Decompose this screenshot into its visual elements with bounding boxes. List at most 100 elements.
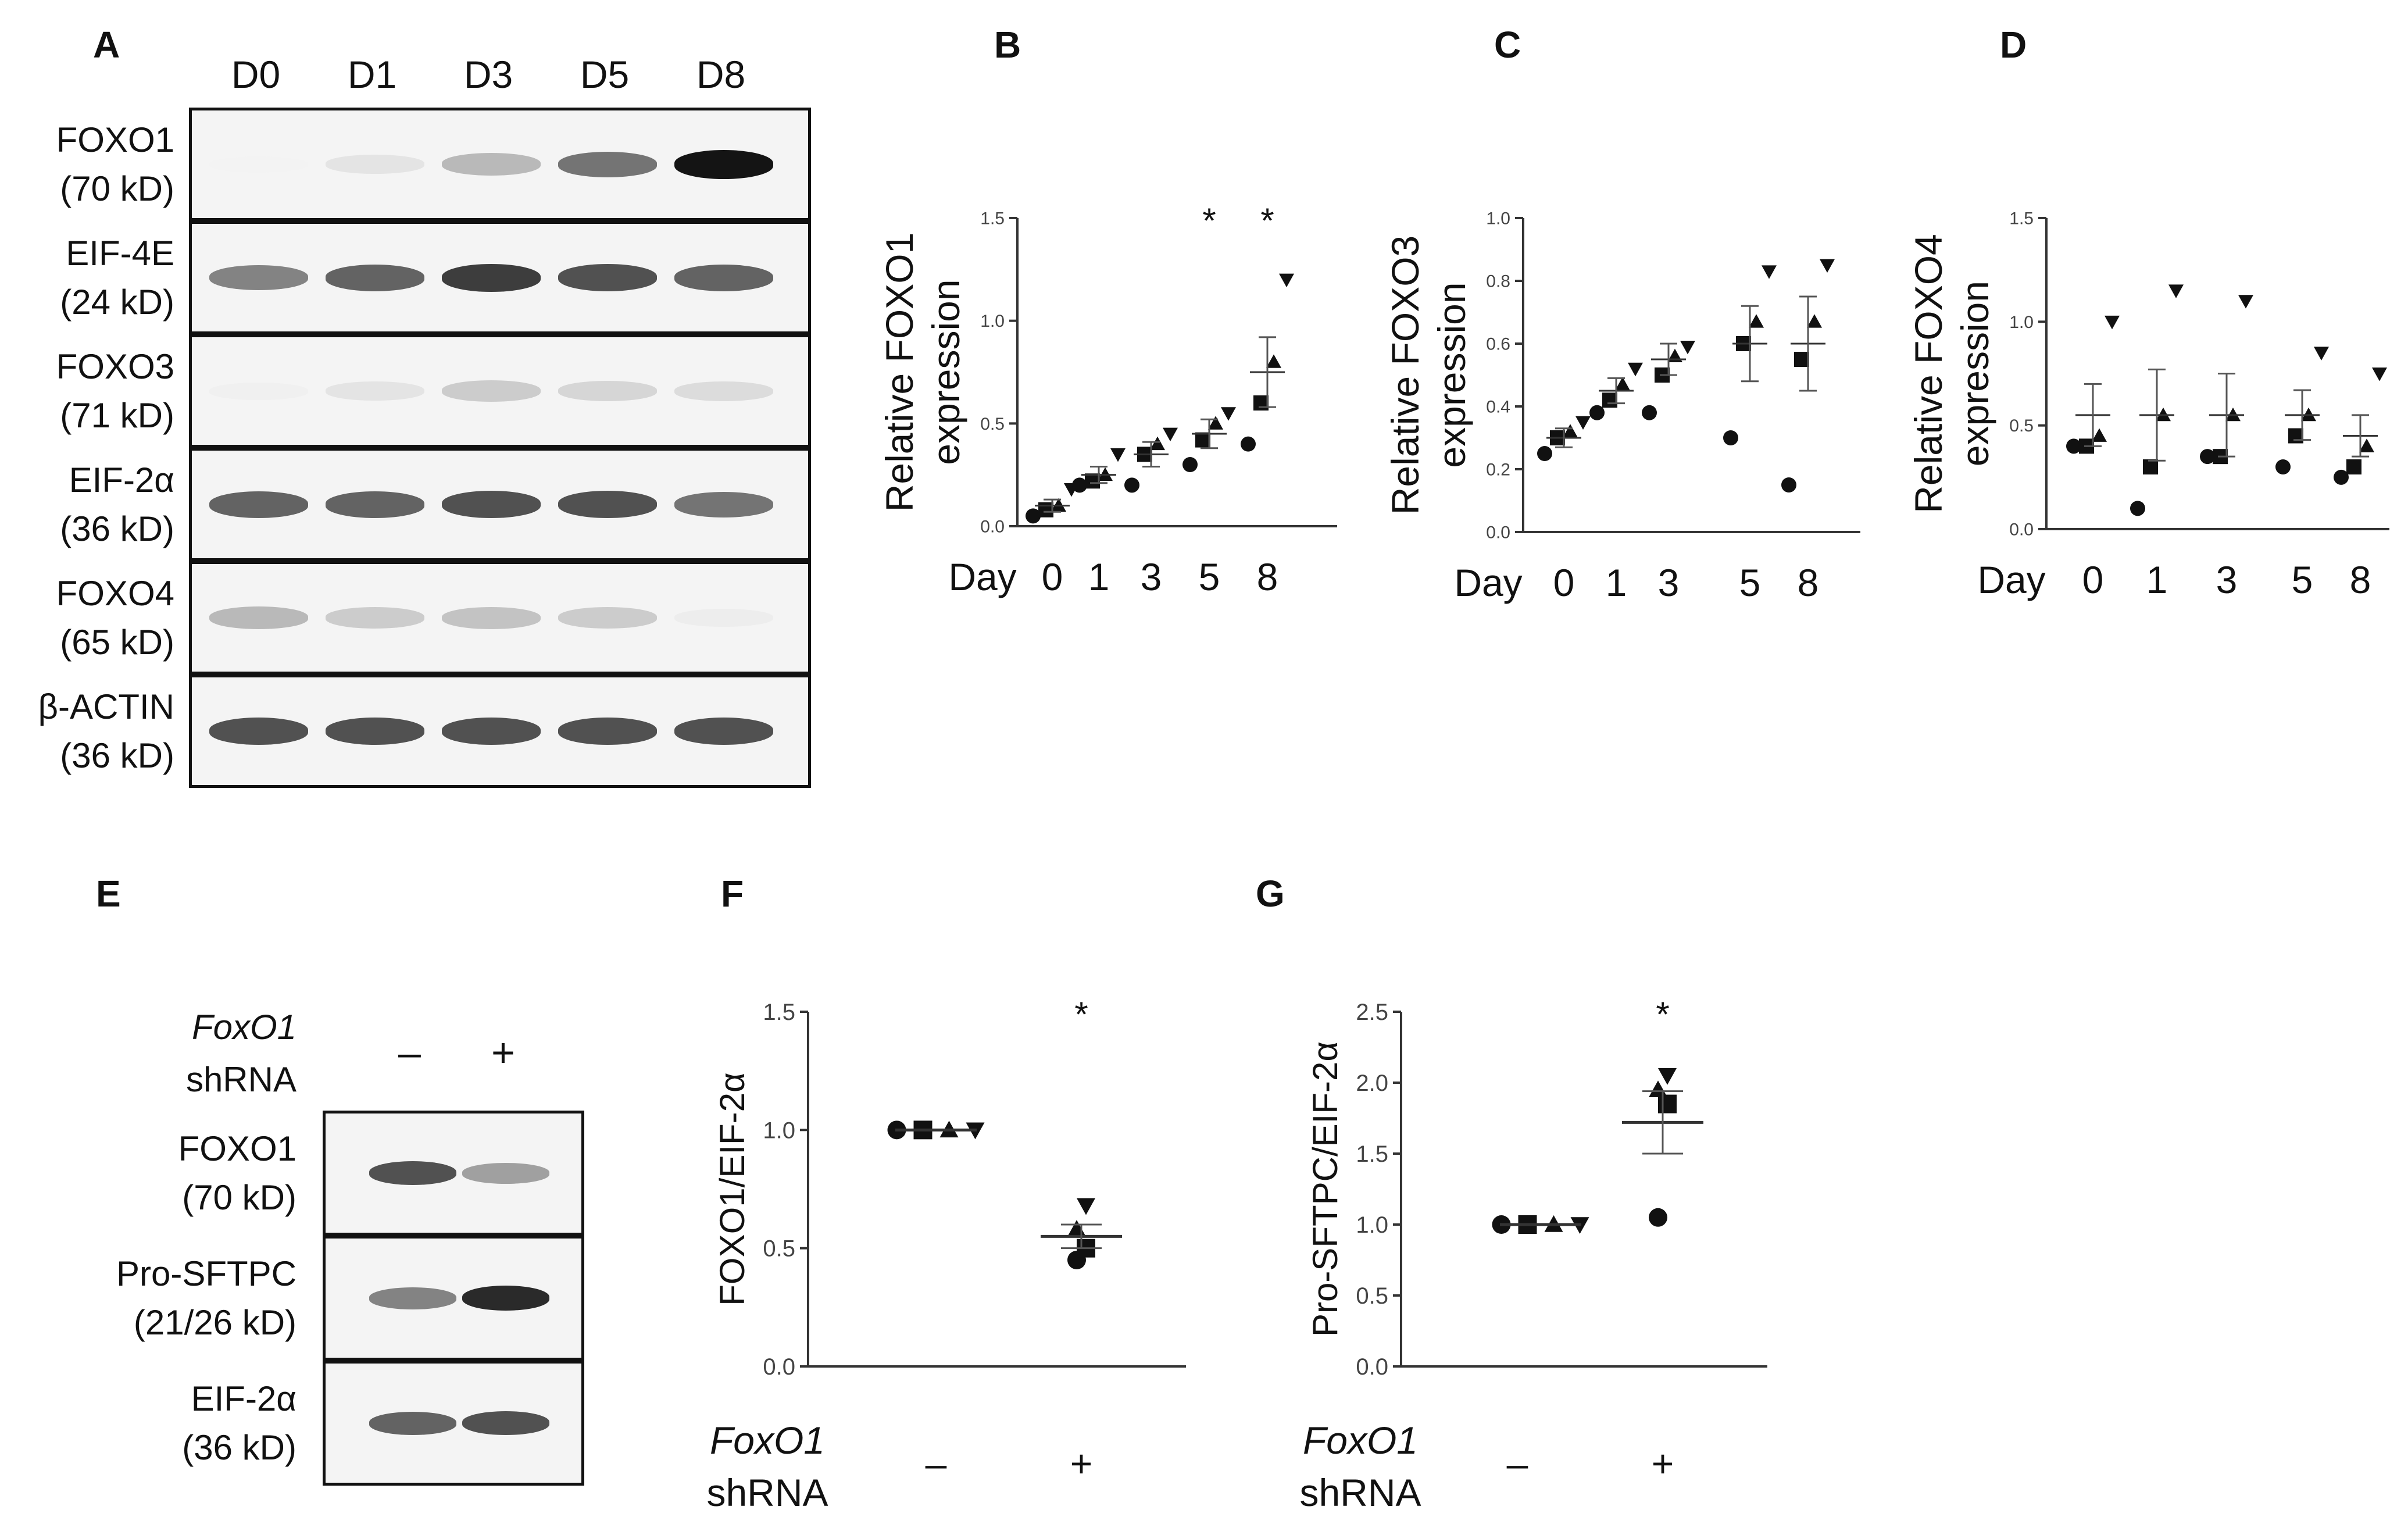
y-tick-label: 0.2 <box>1486 461 1510 480</box>
y-tick-label: 1.5 <box>980 209 1005 229</box>
blot-e-protein-name: Pro-SFTPC <box>116 1254 296 1293</box>
data-point <box>1150 436 1165 451</box>
blot-a-protein-size: (24 kD) <box>60 282 174 322</box>
panel-letter-c: C <box>1494 24 1521 66</box>
data-point <box>1794 352 1809 367</box>
blot-a-lane-label: D8 <box>696 53 746 96</box>
blot-a-row-box <box>189 334 811 448</box>
y-tick-label: 0.5 <box>1356 1283 1388 1309</box>
y-axis-label: Relative FOXO3 <box>1384 235 1427 515</box>
blot-a-protein-name: EIF-4E <box>66 233 174 273</box>
blot-a-band <box>674 609 773 627</box>
y-tick-label: 1.5 <box>2009 209 2034 229</box>
data-point <box>1807 314 1822 328</box>
x-axis-label-gene: FoxO1 <box>710 1419 825 1462</box>
blot-e-band <box>462 1162 549 1184</box>
panel-letter-e: E <box>96 873 121 915</box>
y-axis-label: expression <box>924 279 967 465</box>
panel-letter-d: D <box>2000 24 2027 66</box>
y-tick-label: 0.5 <box>980 415 1005 434</box>
data-point <box>1195 432 1210 448</box>
blot-a-band <box>674 718 773 745</box>
blot-a-protein-size: (36 kD) <box>60 736 174 775</box>
blot-a-row-box <box>189 221 811 334</box>
blot-e-protein-name: FOXO1 <box>178 1129 296 1168</box>
data-point <box>1026 508 1041 524</box>
y-tick-label: 0.0 <box>1486 523 1510 542</box>
y-axis-label: expression <box>1430 282 1473 467</box>
data-point <box>1749 314 1764 328</box>
blot-a-protein-size: (71 kD) <box>60 395 174 435</box>
data-point <box>2275 459 2291 474</box>
y-tick-label: 2.5 <box>1356 1000 1388 1025</box>
blot-a-lane-label: D1 <box>347 53 397 96</box>
blot-a-band <box>326 491 424 518</box>
blot-a-band <box>674 264 773 291</box>
data-point <box>1642 405 1657 420</box>
data-point <box>1072 477 1087 493</box>
data-point <box>1182 457 1198 472</box>
y-tick-label: 0.5 <box>763 1236 795 1262</box>
data-point <box>1038 502 1053 517</box>
y-tick-label: 0.8 <box>1486 272 1510 291</box>
blot-a-band <box>558 607 657 629</box>
panel-letter-g: G <box>1256 873 1285 915</box>
blot-a-row-label: EIF-4E (24 kD) <box>0 229 174 327</box>
data-point <box>1628 362 1643 377</box>
data-point <box>1658 1094 1677 1113</box>
blot-a-band <box>558 264 657 291</box>
data-point <box>1208 416 1223 430</box>
y-tick-label: 1.0 <box>980 312 1005 331</box>
blot-a-band <box>326 155 424 174</box>
blot-a-lane-label: D3 <box>463 53 513 96</box>
blot-a-protein-size: (36 kD) <box>60 509 174 548</box>
blot-e-row-label: FOXO1 (70 kD) <box>64 1125 296 1222</box>
data-point <box>1589 405 1605 420</box>
data-point <box>1649 1208 1667 1227</box>
blot-e-band <box>369 1411 456 1435</box>
x-tick-label: – <box>926 1442 947 1485</box>
x-tick-label: + <box>1070 1442 1093 1485</box>
data-point <box>1124 477 1139 493</box>
blot-a-band <box>209 156 308 173</box>
blot-a-row-label: EIF-2α (36 kD) <box>0 456 174 554</box>
blot-a-protein-name: EIF-2α <box>69 460 174 499</box>
panel-letter-b: B <box>994 24 1021 66</box>
blot-e-row-box <box>323 1236 584 1361</box>
y-axis-label: Pro-SFTPC/EIF-2α <box>1306 1041 1345 1337</box>
data-point <box>2143 459 2158 474</box>
data-point <box>1221 407 1236 421</box>
blot-e-row-label: EIF-2α (36 kD) <box>64 1375 296 1472</box>
x-tick-label: 3 <box>2216 558 2238 601</box>
data-point <box>2130 501 2145 516</box>
x-tick-label: – <box>1507 1442 1528 1485</box>
blot-e-row-label: Pro-SFTPC (21/26 kD) <box>64 1250 296 1347</box>
y-tick-label: 2.0 <box>1356 1070 1388 1096</box>
x-axis-label: Day <box>948 555 1016 598</box>
y-tick-label: 0.6 <box>1486 335 1510 354</box>
blot-a-band <box>442 380 541 402</box>
blot-e-treatment-sign: + <box>491 1030 515 1075</box>
data-point <box>2288 428 2303 444</box>
y-tick-label: 1.0 <box>763 1118 795 1143</box>
data-point <box>1680 341 1695 355</box>
data-point <box>2372 367 2387 381</box>
y-tick-label: 1.0 <box>1486 209 1510 229</box>
x-axis-label-gene: FoxO1 <box>1303 1419 1418 1462</box>
data-point <box>1658 1068 1677 1085</box>
data-point <box>1266 354 1281 368</box>
data-point <box>1279 273 1294 287</box>
x-tick-label: 0 <box>1553 561 1575 604</box>
data-point <box>1602 392 1617 408</box>
blot-a-band <box>209 265 308 290</box>
blot-a-band <box>209 718 308 745</box>
blot-a-band <box>442 491 541 518</box>
blot-a-band <box>558 381 657 401</box>
blot-a-row-box <box>189 448 811 561</box>
x-tick-label: 1 <box>1088 555 1110 598</box>
x-axis-label: Day <box>1454 561 1522 604</box>
blot-a-band <box>326 607 424 629</box>
blot-a-band <box>558 491 657 518</box>
blot-e-band <box>462 1411 549 1435</box>
